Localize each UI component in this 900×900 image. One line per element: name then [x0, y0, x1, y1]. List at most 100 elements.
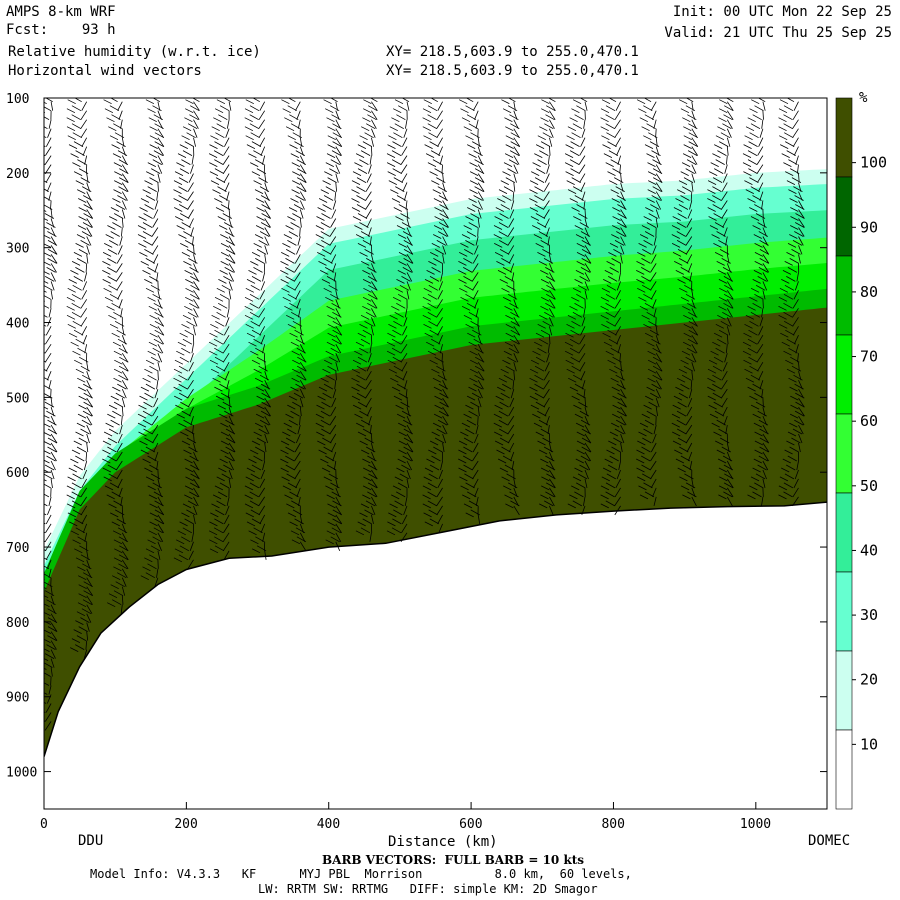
wind-barb	[602, 141, 621, 156]
wind-barb	[362, 276, 378, 291]
wind-barb	[44, 305, 52, 318]
wind-barb	[282, 240, 301, 255]
wind-barb	[327, 123, 342, 138]
colorbar-unit: %	[859, 90, 868, 106]
wind-barb	[461, 419, 479, 435]
wind-barb	[647, 347, 662, 363]
wind-barb	[781, 338, 799, 354]
wind-barb	[357, 240, 373, 255]
wind-barb	[361, 123, 376, 138]
wind-barb	[779, 473, 799, 489]
wind-barb	[320, 455, 337, 471]
wind-barb	[104, 240, 123, 255]
colorbar-segment	[835, 571, 853, 652]
colorbar-tick-label: 20	[860, 671, 878, 689]
wind-barb	[113, 563, 128, 578]
wind-barb	[572, 473, 588, 488]
wind-barb	[397, 231, 413, 246]
colorbar-tick-label: 40	[860, 541, 878, 559]
wind-barb	[177, 338, 194, 354]
wind-barb	[426, 267, 443, 282]
wind-barb	[422, 114, 443, 129]
wind-barb	[327, 518, 342, 534]
wind-barb	[290, 383, 305, 399]
wind-barb	[749, 293, 764, 309]
wind-barb	[70, 267, 88, 282]
wind-barb	[641, 410, 657, 426]
wind-barb	[315, 410, 337, 426]
wind-barb	[286, 311, 301, 327]
wind-barb	[113, 365, 129, 381]
wind-barb	[743, 168, 764, 183]
wind-barb	[496, 446, 515, 462]
wind-barb	[44, 644, 56, 659]
wind-barb	[469, 365, 485, 381]
wind-barb	[68, 276, 88, 291]
wind-barb	[754, 428, 769, 444]
wind-barb	[107, 222, 123, 237]
wind-barb	[639, 114, 657, 129]
wind-barb	[185, 105, 200, 120]
wind-barb	[422, 123, 443, 138]
wind-barb	[745, 123, 764, 138]
wind-barb	[325, 159, 341, 174]
wind-barb	[213, 302, 230, 318]
wind-barb	[463, 222, 479, 237]
wind-barb	[326, 302, 341, 318]
wind-barb	[611, 195, 627, 210]
wind-barb	[468, 383, 483, 399]
wind-barb	[459, 284, 479, 300]
wind-barb	[66, 105, 88, 120]
wind-barb	[639, 302, 657, 318]
wind-barb	[432, 419, 448, 435]
wind-barb	[75, 428, 90, 444]
wind-barb	[567, 311, 586, 327]
wind-barb	[44, 384, 52, 399]
wind-barb	[280, 267, 301, 282]
wind-barb	[574, 276, 589, 291]
wind-barb	[717, 123, 732, 138]
wind-barb	[44, 557, 52, 569]
wind-barb	[320, 186, 337, 201]
wind-barb	[210, 509, 230, 525]
wind-barb	[712, 150, 728, 165]
wind-barb	[742, 338, 764, 354]
wind-barb	[287, 401, 302, 417]
wind-barb	[326, 150, 342, 165]
wind-barb	[719, 284, 734, 300]
wind-barb	[497, 383, 515, 399]
wind-barb	[220, 428, 236, 444]
wind-barb	[363, 105, 378, 120]
wind-barb	[707, 204, 728, 219]
wind-barb	[569, 114, 586, 129]
wind-barb	[576, 428, 592, 444]
wind-barb	[220, 437, 236, 453]
wind-barb	[68, 464, 88, 480]
wind-barb	[108, 500, 123, 515]
wind-barb	[112, 338, 128, 354]
wind-barb	[44, 608, 57, 623]
wind-barb	[754, 258, 770, 273]
wind-barb	[182, 500, 198, 516]
wind-barb	[173, 365, 194, 381]
wind-barb	[214, 105, 230, 120]
wind-barb	[246, 141, 266, 156]
wind-barb	[105, 231, 123, 246]
wind-barb	[778, 293, 799, 309]
wind-barb	[398, 249, 414, 264]
wind-barb	[465, 213, 480, 228]
wind-barb	[388, 320, 408, 336]
wind-barb	[113, 536, 129, 552]
wind-barb	[749, 392, 764, 408]
wind-barb	[604, 455, 621, 471]
wind-barb	[422, 482, 443, 498]
wind-barb	[565, 356, 586, 372]
plot-frame	[43, 97, 828, 810]
wind-barb	[44, 549, 52, 560]
wind-barb	[148, 150, 164, 165]
wind-barb	[209, 518, 230, 534]
wind-barb	[434, 392, 449, 408]
wind-barb	[607, 168, 622, 183]
wind-barb	[285, 222, 301, 237]
wind-barb	[745, 186, 764, 201]
